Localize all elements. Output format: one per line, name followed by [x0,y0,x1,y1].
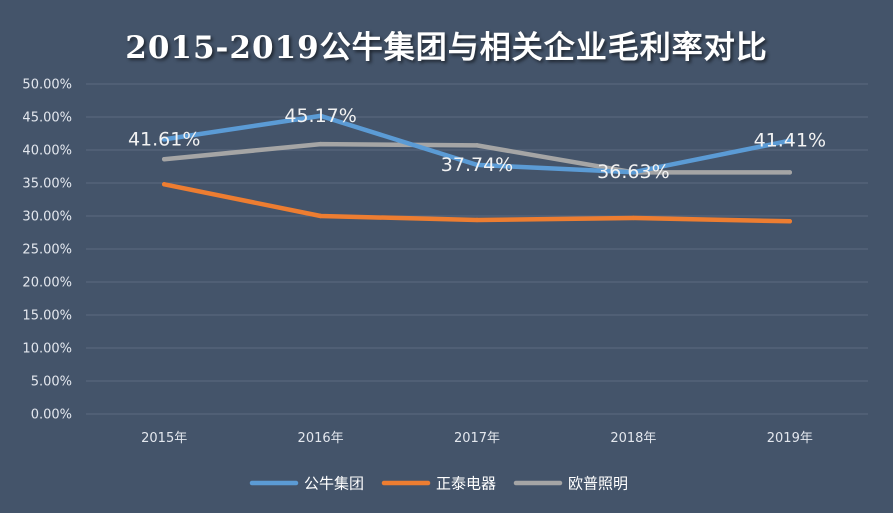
y-tick-label: 40.00% [22,144,72,159]
data-point [474,162,480,168]
x-tick-label: 2015年 [141,431,187,446]
data-point [787,219,792,224]
data-point [162,137,167,142]
y-tick-label: 20.00% [22,276,72,291]
data-label: 41.41% [754,130,826,152]
data-point [162,157,167,162]
y-tick-label: 15.00% [22,309,72,324]
y-tick-label: 45.00% [22,111,72,126]
data-point [162,182,167,187]
y-tick-label: 35.00% [22,177,72,192]
y-tick-label: 5.00% [31,375,72,390]
legend-label: 正泰电器 [436,475,496,493]
x-tick-label: 2017年 [454,431,500,446]
data-label: 41.61% [128,128,200,150]
x-tick-label: 2018年 [610,431,656,446]
data-point [474,143,480,148]
data-label: 37.74% [441,154,513,176]
data-point [631,215,636,221]
data-point [787,138,792,143]
data-point [787,170,792,175]
data-point [631,170,636,175]
y-tick-label: 0.00% [31,408,72,423]
data-point [474,217,480,223]
data-point [318,141,323,147]
data-point [318,213,323,219]
legend-label: 公牛集团 [304,475,364,493]
data-label: 36.63% [597,161,669,183]
x-tick-label: 2016年 [298,431,344,446]
chart-title: 2015-2019公牛集团与相关企业毛利率对比 [125,30,768,66]
y-tick-label: 50.00% [22,78,72,93]
y-tick-label: 30.00% [22,210,72,225]
data-point [318,113,323,119]
legend-label: 欧普照明 [568,475,628,493]
y-tick-label: 25.00% [22,243,72,258]
x-tick-label: 2019年 [767,431,813,446]
data-label: 45.17% [284,105,356,127]
y-tick-label: 10.00% [22,342,72,357]
